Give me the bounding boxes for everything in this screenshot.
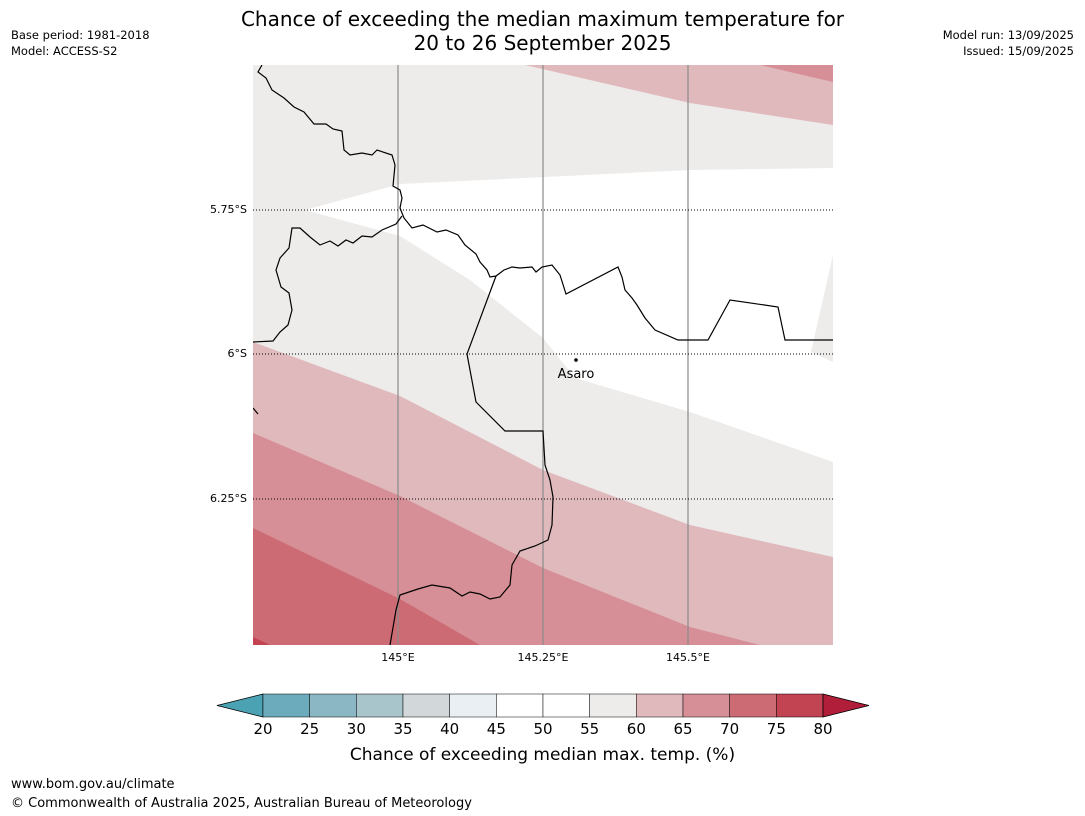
lon-label-145: 145°E (381, 651, 414, 664)
colorbar-tick-label: 40 (440, 720, 459, 738)
lon-label-145-5: 145.5°E (666, 651, 710, 664)
model-run: Model run: 13/09/2025 (942, 28, 1074, 42)
colorbar-segment (682, 693, 730, 718)
colorbar-segment (776, 693, 824, 718)
colorbar-segment (636, 693, 684, 718)
colorbar-tick-label: 50 (533, 720, 552, 738)
province-border-north (257, 65, 833, 341)
lat-label-5-75: 5.75°S (210, 203, 247, 216)
colorbar-segment (449, 693, 497, 718)
footer-copyright: © Commonwealth of Australia 2025, Austra… (11, 796, 472, 811)
colorbar-segment (356, 693, 404, 718)
town-marker (574, 358, 578, 362)
colorbar-tick-label: 65 (673, 720, 692, 738)
province-border-west (253, 215, 403, 343)
title-line-1: Chance of exceeding the median maximum t… (240, 7, 845, 31)
lon-label-145-25: 145.25°E (518, 651, 569, 664)
base-period: Base period: 1981-2018 (11, 28, 150, 42)
colorbar-segment (309, 693, 357, 718)
colorbar-tick-label: 60 (627, 720, 646, 738)
province-border-edge-west (253, 407, 259, 415)
colorbar-tick-label: 80 (813, 720, 832, 738)
colorbar-segment (542, 693, 590, 718)
colorbar: 20 25 30 35 40 45 50 55 60 65 70 75 80 (216, 693, 870, 738)
band-70-75-top (760, 65, 833, 82)
colorbar-tick-label: 35 (393, 720, 412, 738)
colorbar-segment (589, 693, 637, 718)
model-name: Model: ACCESS-S2 (11, 44, 118, 58)
meta-right: Model run: 13/09/2025 Issued: 15/09/2025 (943, 27, 1074, 59)
colorbar-segment (496, 693, 544, 718)
footer: www.bom.gov.au/climate © Commonwealth of… (11, 775, 472, 813)
colorbar-tick-label: 25 (300, 720, 319, 738)
meta-left: Base period: 1981-2018 Model: ACCESS-S2 (11, 27, 150, 59)
colorbar-tick-label: 45 (487, 720, 506, 738)
colorbar-tick-label: 30 (347, 720, 366, 738)
colorbar-segment (402, 693, 450, 718)
issued-date: Issued: 15/09/2025 (963, 44, 1074, 58)
colorbar-tick-label: 70 (720, 720, 739, 738)
chart-title: Chance of exceeding the median maximum t… (0, 7, 1085, 55)
colorbar-extend-high (822, 693, 870, 718)
band-55-60-right (811, 255, 833, 362)
colorbar-segment (729, 693, 777, 718)
colorbar-title: Chance of exceeding median max. temp. (%… (349, 745, 736, 765)
band-75-80-bottom (253, 637, 270, 645)
province-border-central (389, 275, 554, 645)
colorbar-extend-low (216, 693, 264, 718)
band-65-70-top (525, 65, 833, 125)
map-area (253, 65, 833, 645)
band-70-75-bottom (253, 528, 480, 645)
colorbar-segment (262, 693, 310, 718)
town-label: Asaro (558, 367, 595, 382)
lat-label-6-25: 6.25°S (210, 492, 247, 505)
colorbar-tick-label: 75 (767, 720, 786, 738)
colorbar-tick-label: 20 (253, 720, 272, 738)
colorbar-tick-label: 55 (580, 720, 599, 738)
footer-url: www.bom.gov.au/climate (11, 777, 175, 792)
title-line-2: 20 to 26 September 2025 (413, 31, 672, 55)
lat-label-6: 6°S (228, 347, 247, 360)
